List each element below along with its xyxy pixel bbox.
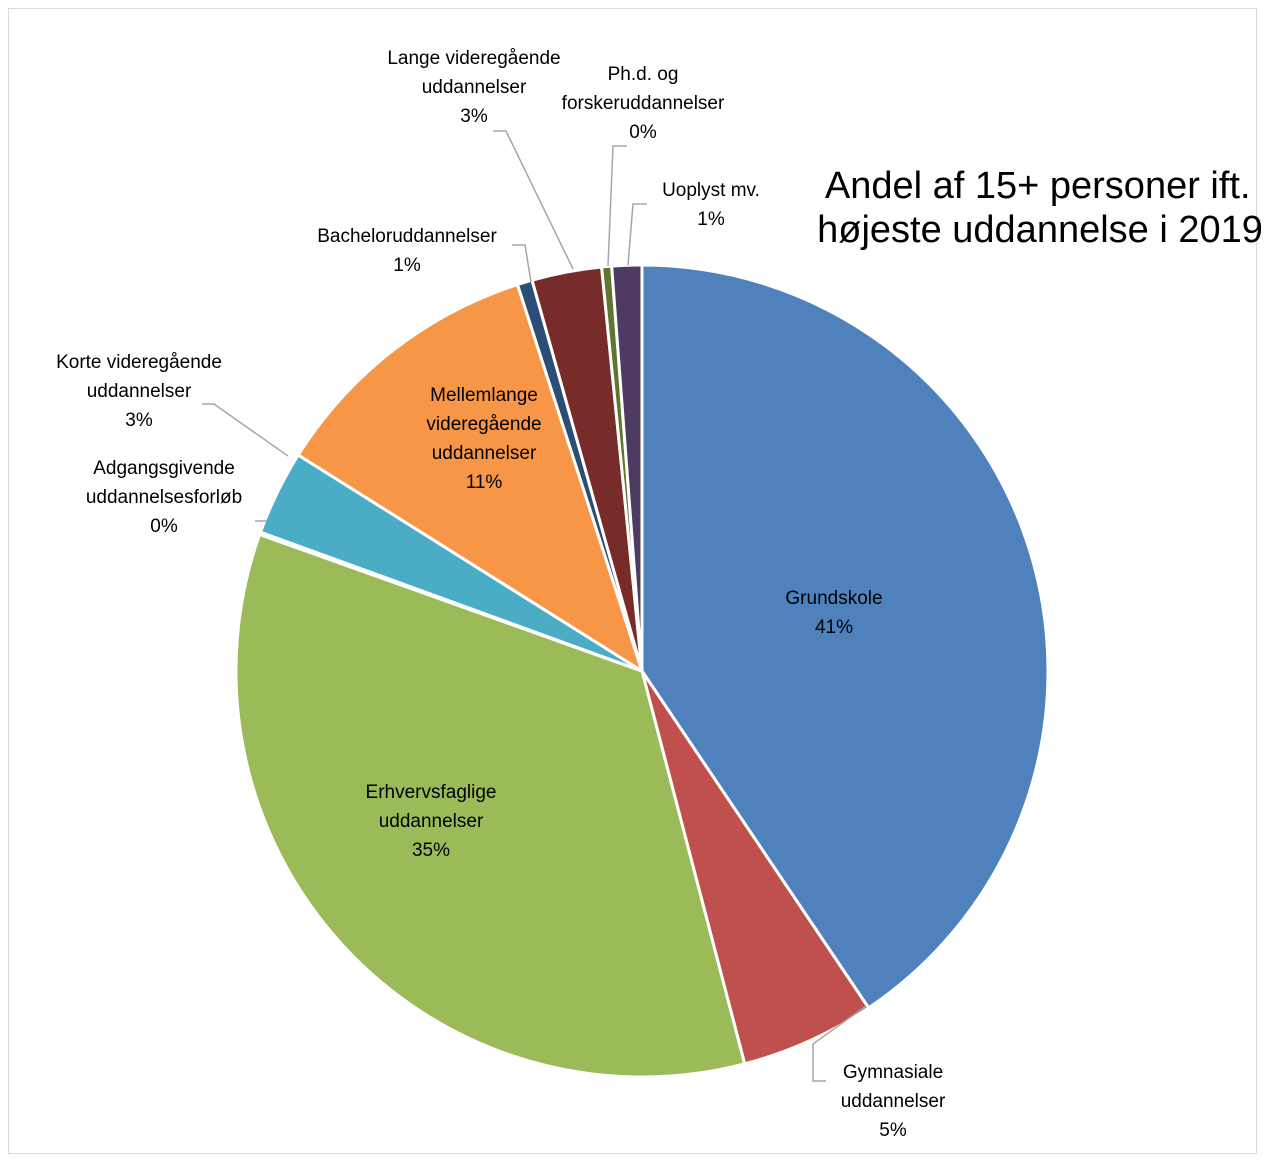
pie-slice-9: [610, 263, 644, 673]
pie-slice-2: [234, 533, 747, 1079]
data-label-2-line-0: Erhvervsfaglige: [366, 782, 497, 803]
pie-slice-5: [296, 283, 644, 673]
data-label-2-line-1: uddannelser: [379, 811, 484, 832]
data-label-4-line-2: 3%: [125, 410, 153, 431]
data-label-5-line-1: videregående: [426, 414, 541, 435]
data-label-1: Gymnasiale uddannelser 5%: [841, 1062, 946, 1141]
leader-line-1: [812, 1005, 867, 1082]
data-label-8-line-1: forskeruddannelser: [562, 93, 725, 114]
data-label-2: Erhvervsfaglige uddannelser 35%: [366, 782, 497, 861]
data-label-0: Grundskole 41%: [785, 588, 882, 638]
leader-lines-layer: [202, 130, 867, 1082]
data-label-4-line-0: Korte videregående: [56, 352, 222, 373]
data-label-7-line-0: Lange videregående: [387, 48, 560, 69]
data-label-4-line-1: uddannelser: [87, 381, 192, 402]
data-label-0-line-1: 41%: [815, 617, 853, 638]
data-label-2-line-2: 35%: [412, 840, 450, 861]
chart-title: Andel af 15+ personer ift. højeste uddan…: [817, 165, 1263, 251]
data-label-7: Lange videregående uddannelser 3%: [387, 48, 560, 127]
data-label-8-line-0: Ph.d. og: [608, 64, 679, 85]
data-label-3: Adgangsgivende uddannelsesforløb 0%: [86, 458, 242, 537]
leader-line-8: [607, 145, 627, 267]
data-label-3-line-2: 0%: [150, 516, 178, 537]
labels-layer: Grundskole 41% Gymnasiale uddannelser 5% Erhv…: [56, 48, 946, 1141]
data-label-1-line-0: Gymnasiale: [843, 1062, 943, 1083]
leader-line-6: [512, 244, 532, 283]
data-label-3-line-0: Adgangsgivende: [93, 458, 235, 479]
data-label-6: Bacheloruddannelser 1%: [317, 226, 497, 276]
data-label-1-line-1: uddannelser: [841, 1091, 946, 1112]
leader-line-9: [627, 203, 647, 266]
data-label-4: Korte videregående uddannelser 3%: [56, 352, 222, 431]
slices-layer: [234, 263, 1050, 1079]
data-label-9-line-1: 1%: [697, 209, 725, 230]
leader-line-7: [493, 130, 574, 270]
data-label-3-line-1: uddannelsesforløb: [86, 487, 242, 508]
pie-slice-0: [640, 263, 1050, 1010]
data-label-8-line-2: 0%: [629, 122, 657, 143]
data-label-1-line-2: 5%: [879, 1120, 907, 1141]
data-label-7-line-2: 3%: [460, 106, 488, 127]
data-label-5: Mellemlange videregående uddannelser 11%: [426, 385, 541, 493]
chart-title-line-2: højeste uddannelse i 2019: [817, 209, 1263, 251]
data-label-6-line-0: Bacheloruddannelser: [317, 226, 497, 247]
data-label-6-line-1: 1%: [393, 255, 421, 276]
data-label-7-line-1: uddannelser: [422, 77, 527, 98]
data-label-5-line-3: 11%: [466, 472, 503, 493]
chart-title-line-1: Andel af 15+ personer ift.: [825, 165, 1251, 207]
data-label-9-line-0: Uoplyst mv.: [662, 180, 760, 201]
data-label-0-line-0: Grundskole: [785, 588, 882, 609]
data-label-5-line-2: uddannelser: [432, 443, 537, 464]
data-label-5-line-0: Mellemlange: [430, 385, 538, 406]
leader-line-4: [202, 403, 289, 457]
pie-slice-1: [640, 669, 871, 1066]
data-label-8: Ph.d. og forskeruddannelser 0%: [562, 64, 725, 143]
data-label-9: Uoplyst mv. 1%: [662, 180, 760, 230]
